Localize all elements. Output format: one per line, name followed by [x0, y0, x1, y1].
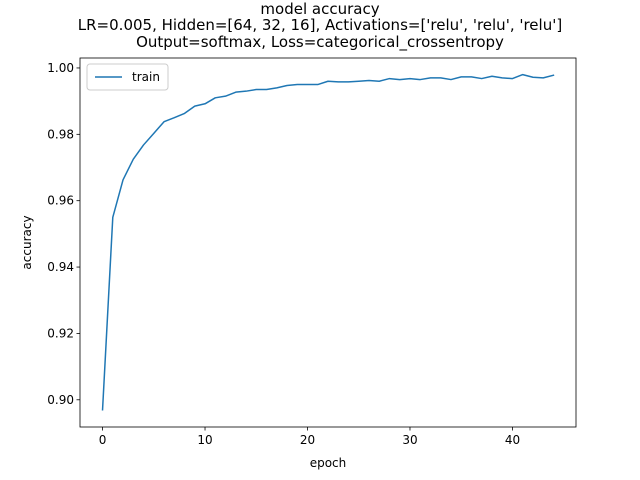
series-line-train — [101, 73, 555, 411]
y-tick-label: 0.98 — [47, 127, 74, 141]
y-tick-label: 1.00 — [47, 61, 74, 75]
y-axis: 0.90 0.92 0.94 0.96 0.98 1.00 accuracy — [20, 61, 80, 407]
y-tick-label: 0.94 — [47, 260, 74, 274]
x-axis-label: epoch — [310, 456, 347, 470]
title-line-3: Output=softmax, Loss=categorical_crossen… — [136, 33, 504, 52]
title-line-2: LR=0.005, Hidden=[64, 32, 16], Activatio… — [78, 16, 562, 34]
plot-area — [79, 57, 577, 428]
x-tick-label: 10 — [197, 433, 212, 447]
x-tick-label: 30 — [402, 433, 417, 447]
y-tick-label: 0.90 — [47, 393, 74, 407]
legend: train — [86, 63, 169, 91]
y-tick-label: 0.92 — [47, 326, 74, 340]
legend-box — [86, 63, 169, 91]
x-axis: 0 10 20 30 40 epoch — [99, 427, 520, 470]
legend-label-train: train — [132, 70, 160, 84]
y-axis-label: accuracy — [20, 215, 34, 269]
y-tick-label: 0.96 — [47, 194, 74, 208]
title-line-1: model accuracy — [260, 0, 379, 18]
x-tick-label: 40 — [505, 433, 520, 447]
x-tick-label: 20 — [300, 433, 315, 447]
plot-frame — [79, 57, 577, 428]
x-tick-label: 0 — [99, 433, 107, 447]
